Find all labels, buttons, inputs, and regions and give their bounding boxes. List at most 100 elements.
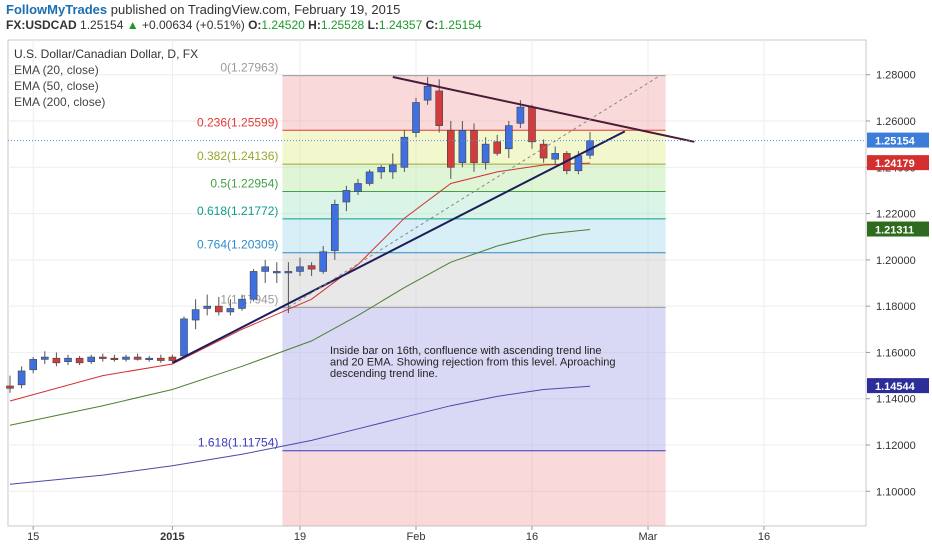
annotation-text: Inside bar on 16th, confluence with asce… [330,345,602,357]
candle-body [6,385,14,389]
candle-body [284,271,293,274]
candle-body [168,356,177,361]
candle-body [122,356,130,360]
brand-link[interactable]: FollowMyTrades [6,2,108,17]
x-tick-label: 16 [758,531,770,543]
candle-body [551,153,560,160]
indicator-label: EMA (200, close) [14,95,105,109]
x-tick-label: 15 [27,531,39,543]
candle-body [52,357,61,364]
fib-level-label: 1.618(1.11754) [198,436,279,450]
candle-body [296,266,304,272]
candle-body [516,106,525,124]
x-tick-label: 19 [294,531,306,543]
candle-body [110,357,119,361]
candle-body [133,356,142,360]
y-tick-label: 1.14000 [876,394,916,406]
candle-body [238,298,246,309]
candle-body [504,125,513,150]
candle-body [157,357,165,361]
x-tick-label: Feb [407,531,426,543]
last-price: 1.25154 [80,18,124,32]
candle-body [99,356,107,359]
fib-level-label: 0.236(1.25599) [197,115,278,129]
candle-body [226,308,235,313]
fib-level-label: 0.382(1.24136) [197,149,278,163]
candle-body [272,271,281,274]
publish-line: FollowMyTrades published on TradingView.… [6,2,400,17]
candle-body [423,85,432,101]
ema-20-line [9,162,591,402]
annotation-text: descending trend line. [330,368,438,380]
chart-header: FollowMyTrades published on TradingView.… [0,0,932,36]
candle-body [539,143,548,159]
open-label: O: [248,18,262,32]
y-tick-label: 1.22000 [876,209,916,221]
price-tag-label: 1.25154 [875,136,916,148]
candle-body [435,90,444,126]
fib-zone [282,307,666,451]
fib-zone [282,218,666,253]
fib-diagonal-line [288,75,660,308]
y-tick-label: 1.10000 [876,486,916,498]
fib-zone [282,75,666,131]
candle-body [412,102,420,133]
candle-body [75,357,84,364]
candle-body [388,164,397,173]
candle-body [261,266,270,272]
low-label: L: [367,18,379,32]
fib-level-label: 0.5(1.22954) [210,176,278,190]
fib-level-label: 1(1.17945) [220,292,278,306]
x-tick-label: 16 [526,531,538,543]
indicator-label: EMA (20, close) [14,63,99,77]
fib-level-label: 0(1.27963) [220,61,278,75]
fib-zone [282,191,666,219]
candle-body [458,129,467,163]
x-tick-label: 2015 [160,531,184,543]
candle-body [574,155,583,172]
price-change: +0.00634 (+0.51%) [141,18,245,32]
candle-body [365,171,374,184]
price-tag-bg [867,221,929,237]
price-tag-label: 1.21311 [875,225,914,237]
low-value: 1.24357 [378,18,423,32]
high-value: 1.25528 [320,18,365,32]
y-tick-label: 1.16000 [876,347,916,359]
quote-line: FX:USDCAD 1.25154 ▲ +0.00634 (+0.51%) O:… [6,18,482,32]
price-tag-bg [867,155,929,171]
ema-200-line [9,385,591,485]
candle-body [377,166,386,173]
chart-title: U.S. Dollar/Canadian Dollar, D, FX [14,47,198,61]
candle-body [354,183,362,192]
candle-body [191,309,200,321]
price-tag-label: 1.14544 [875,381,916,393]
open-value: 1.24520 [261,18,305,32]
candle-body [87,356,95,362]
fib-level-label: 0.618(1.21772) [197,204,278,218]
fib-zone [282,450,666,526]
candle-body [203,305,211,309]
price-chart[interactable]: 0(1.27963) 0.236(1.25599) 0.382(1.24136) 0.… [0,36,932,550]
y-tick-label: 1.18000 [876,301,916,313]
close-value: 1.25154 [438,18,482,32]
candle-body [493,141,502,154]
trend-line [171,130,626,364]
candle-body [215,305,223,313]
y-tick-label: 1.20000 [876,255,916,267]
price-tag-label: 1.24179 [875,158,915,170]
up-arrow-icon: ▲ [126,18,139,32]
ema-50-line [9,229,591,426]
candle-body [145,357,153,361]
y-tick-label: 1.28000 [876,70,916,82]
candle-body [481,143,490,163]
candle-body [17,370,26,386]
trend-line [392,76,695,143]
chart-canvas[interactable]: 0(1.27963) 0.236(1.25599) 0.382(1.24136) 0.… [0,36,932,550]
close-label: C: [425,18,439,32]
symbol-label: FX:USDCAD [6,18,77,32]
candle-body [342,190,351,203]
candle-body [40,356,49,360]
fib-zone [282,252,666,308]
price-tag-bg [867,378,929,394]
candle-body [330,204,339,251]
